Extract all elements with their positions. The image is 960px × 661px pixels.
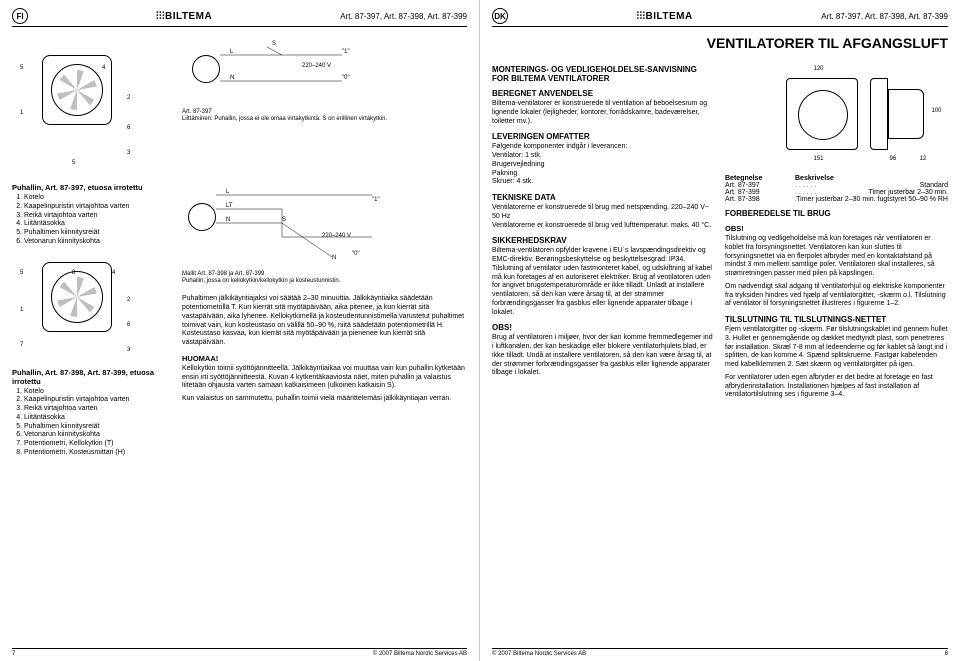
p-bereg: Biltema-ventilatorer er konstruerede til… bbox=[492, 100, 715, 126]
sec1-item: Reikä virtajohtoa varten bbox=[24, 212, 172, 221]
l2-5: 5 bbox=[20, 270, 23, 276]
sec1-item: Liitäntäsokka bbox=[24, 220, 172, 229]
huomaa-heading: HUOMAA! bbox=[182, 354, 467, 363]
page-num-right: 8 bbox=[945, 651, 948, 657]
cell-b: Standard bbox=[920, 182, 948, 189]
sec1-title: Puhallin, Art. 87-397, etuosa irrotettu bbox=[12, 183, 172, 192]
page-left: FI ⫶⫶⫶BILTEMA Art. 87-397, Art. 87-398, … bbox=[0, 0, 480, 661]
left-body3: Kun valaistus on sammutettu, puhallin to… bbox=[182, 395, 467, 404]
p-obs: Brug af ventilatoren i miljøer, hvor der… bbox=[492, 334, 715, 378]
footer-right: © 2007 Biltema Nordic Services AB 8 bbox=[492, 648, 948, 657]
dimensions-diagram: 120 151 100 96 12 bbox=[725, 59, 948, 169]
l2-7: 7 bbox=[20, 342, 23, 348]
p-forb: Tilslutning og vedligeholdelse må kun fo… bbox=[725, 235, 948, 279]
h-obs2: OBS! bbox=[725, 224, 948, 233]
l2-6: 6 bbox=[127, 322, 130, 328]
l2-2: 2 bbox=[127, 297, 130, 303]
lead-6: 6 bbox=[127, 125, 130, 131]
sec2-title: Puhallin, Art. 87-398, Art. 87-399, etuo… bbox=[12, 368, 172, 386]
lead-1: 1 bbox=[20, 110, 23, 116]
lead-4: 4 bbox=[102, 65, 105, 71]
p-tilsl: Fjern ventilatorgitter og -skærm. Før ti… bbox=[725, 326, 948, 370]
wiring-1: L N S "1" 220–240 V "0" bbox=[182, 35, 467, 105]
h-forb: FORBEREDELSE TIL BRUG bbox=[725, 209, 948, 218]
dim-12: 12 bbox=[920, 156, 927, 162]
artnum-right: Art. 87-397, Art. 87-398, Art. 87-399 bbox=[821, 12, 948, 21]
sec2-item: Vetonarun kiinnityskohta bbox=[24, 431, 172, 440]
h-lever: LEVERINGEN OMFATTER bbox=[492, 132, 715, 141]
h-bereg: BEREGNET ANVENDELSE bbox=[492, 89, 715, 98]
header-right: DK ⫶⫶⫶BILTEMA Art. 87-397, Art. 87-398, … bbox=[492, 8, 948, 27]
h-tilsl: TILSLUTNING TIL TILSLUTNINGS-NETTET bbox=[725, 315, 948, 324]
p-sik: Biltema-ventilatoren opfylder kravene i … bbox=[492, 247, 715, 317]
dots: . . . . . . bbox=[795, 182, 920, 189]
dots: . . . . . . bbox=[795, 189, 869, 196]
cell-a: Art. 87-397 bbox=[725, 182, 795, 189]
copyright-right: © 2007 Biltema Nordic Services AB bbox=[492, 651, 586, 657]
dim-151: 151 bbox=[814, 156, 824, 162]
wiring1-caption: Art. 87-397 Liittäminen: Puhallin, jossa… bbox=[182, 109, 467, 123]
p-lever: Følgende komponenter indgår i leverancen… bbox=[492, 143, 715, 187]
dim-120: 120 bbox=[814, 66, 824, 72]
page-num-left: 7 bbox=[12, 651, 15, 657]
lead-3: 3 bbox=[127, 150, 130, 156]
copyright-left: © 2007 Biltema Nordic Services AB bbox=[373, 651, 467, 657]
sec1-list: Kotelo Kaapelinpuristin virtajohtoa vart… bbox=[12, 194, 172, 247]
h-obs: OBS! bbox=[492, 323, 715, 332]
lead-2: 2 bbox=[127, 95, 130, 101]
left-body1: Puhaltimen jälkikäyntiajaksi voi säätää … bbox=[182, 295, 467, 348]
left-body2: Kellokytkin toimii syöttöjännitteellä. J… bbox=[182, 365, 467, 391]
country-fi: FI bbox=[12, 8, 28, 24]
lead-5b: 5 bbox=[72, 160, 75, 166]
brand-left: ⫶⫶⫶BILTEMA bbox=[156, 11, 212, 22]
sec2-item: Reikä virtajohtoa varten bbox=[24, 405, 172, 414]
h-tek: TEKNISKE DATA bbox=[492, 193, 715, 202]
artnum-left: Art. 87-397, Art. 87-398, Art. 87-399 bbox=[340, 12, 467, 21]
l2-8: 8 bbox=[72, 270, 75, 276]
sec2-item: Liitäntäsokka bbox=[24, 414, 172, 423]
brand-right: ⫶⫶⫶BILTEMA bbox=[637, 11, 693, 22]
dim-96: 96 bbox=[890, 156, 897, 162]
l2-4: 4 bbox=[112, 270, 115, 276]
h-sik: SIKKERHEDSKRAV bbox=[492, 236, 715, 245]
cell-b: Timer justerbar 2–30 min. bbox=[869, 189, 949, 196]
th-betegnelse: Betegnelse bbox=[725, 175, 795, 182]
l2-1: 1 bbox=[20, 307, 23, 313]
cell-a: Art. 87-399 bbox=[725, 189, 795, 196]
sec2-item: Potentiometri, Kellokytkin (T) bbox=[24, 440, 172, 449]
sec1-item: Puhaltimen kiinnitysreiät bbox=[24, 229, 172, 238]
fan-diagram-2: 5 8 4 2 1 6 7 3 bbox=[12, 262, 172, 362]
lead-5: 5 bbox=[20, 65, 23, 71]
p-tilsl2: For ventilatorer uden egen afbryder er d… bbox=[725, 374, 948, 400]
dim-100: 100 bbox=[932, 108, 942, 114]
h-mont: MONTERINGS- OG VEDLIGEHOLDELSE-SANVISNIN… bbox=[492, 65, 715, 83]
footer-left: 7 © 2007 Biltema Nordic Services AB bbox=[12, 648, 467, 657]
sec1-item: Kaapelinpuristin virtajohtoa varten bbox=[24, 203, 172, 212]
wiring2-caption: Mallit Art. 87-398 ja Art. 87-399 Puhall… bbox=[182, 271, 467, 285]
spec-table: Betegnelse Beskrivelse Art. 87-397 . . .… bbox=[725, 175, 948, 203]
fan-diagram-1: 5 4 2 1 6 3 5 bbox=[12, 55, 172, 165]
l2-3: 3 bbox=[127, 347, 130, 353]
sec1-item: Vetonarun kiinnityskohta bbox=[24, 238, 172, 247]
sec2-item: Kotelo bbox=[24, 388, 172, 397]
th-beskrivelse: Beskrivelse bbox=[795, 175, 834, 182]
cell-a: Art. 87-398 bbox=[725, 196, 795, 203]
sec2-list: Kotelo Kaapelinpuristin virtajohtoa vart… bbox=[12, 388, 172, 458]
sec1-item: Kotelo bbox=[24, 194, 172, 203]
cell-b: Timer justerbar 2–30 min. fugtstyret 50–… bbox=[796, 196, 948, 203]
header-left: FI ⫶⫶⫶BILTEMA Art. 87-397, Art. 87-398, … bbox=[12, 8, 467, 27]
sec2-item: Potentiometri, Kosteusmittari (H) bbox=[24, 449, 172, 458]
title-right: VENTILATORER TIL AFGANGSLUFT bbox=[492, 35, 948, 51]
wiring-2: L LT N S "1" 220–240 V "0" N bbox=[182, 177, 467, 267]
page-right: DK ⫶⫶⫶BILTEMA Art. 87-397, Art. 87-398, … bbox=[480, 0, 960, 661]
p-tek: Ventilatorerne er konstruerede til brug … bbox=[492, 204, 715, 230]
sec2-item: Kaapelinpuristin virtajohtoa varten bbox=[24, 396, 172, 405]
sec2-item: Puhaltimen kiinnitysreiät bbox=[24, 423, 172, 432]
p-forb2: Om nødvendigt skal adgang til ventilator… bbox=[725, 283, 948, 309]
country-dk: DK bbox=[492, 8, 508, 24]
